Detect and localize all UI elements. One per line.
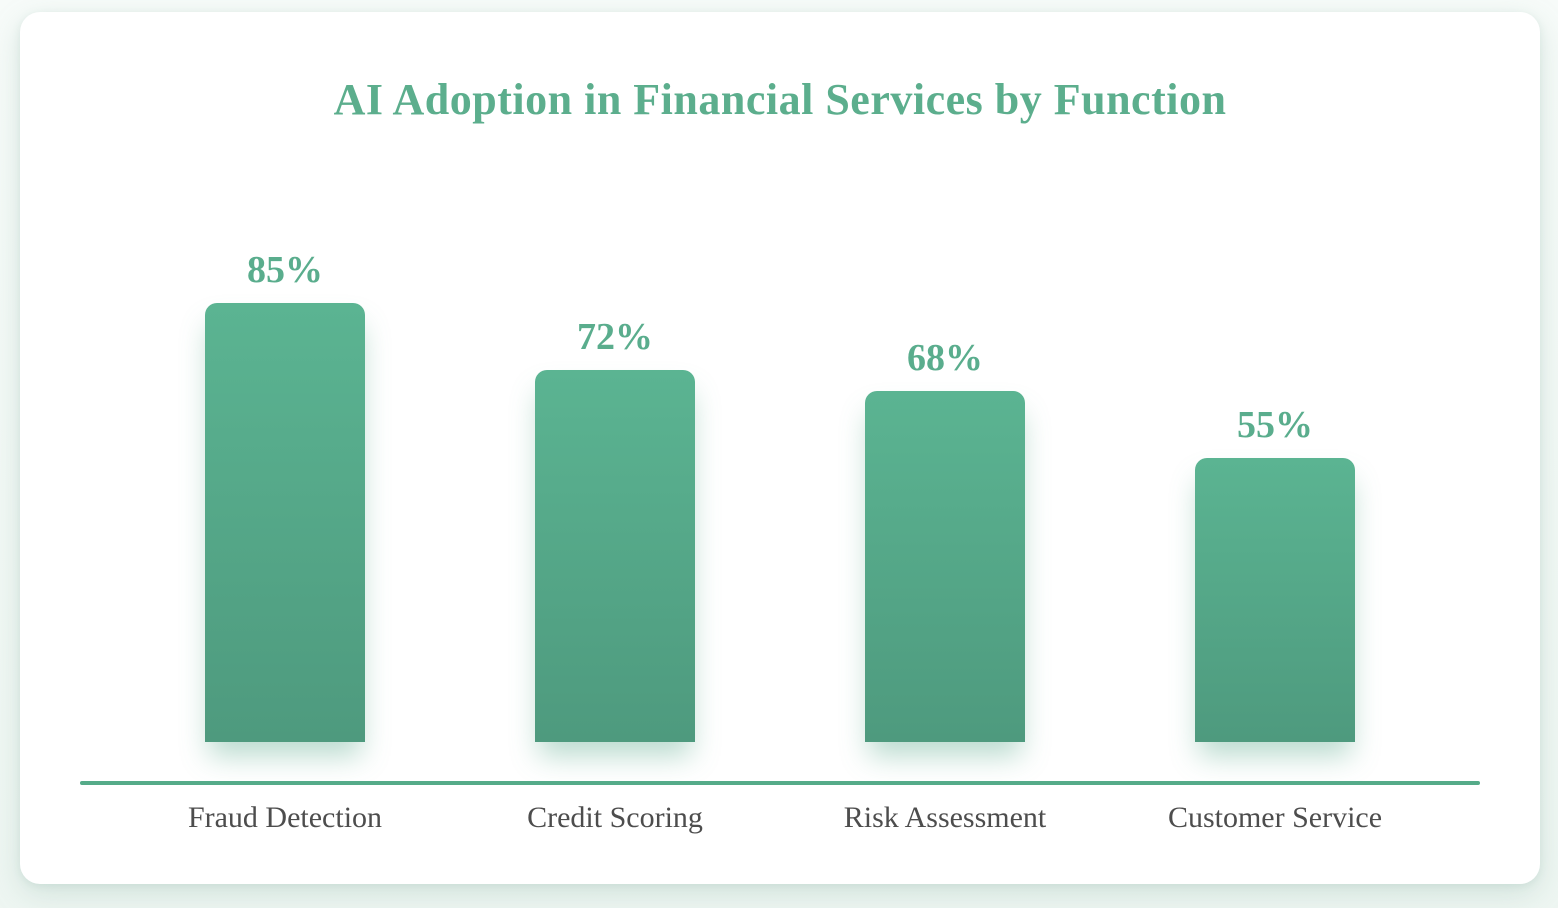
bar-value-label-risk-assessment: 68%	[907, 337, 983, 379]
bar-customer-service	[1195, 458, 1355, 742]
x-axis-labels-row: Fraud Detection Credit Scoring Risk Assess…	[120, 800, 1440, 836]
x-axis-line	[80, 781, 1480, 785]
bar-column-credit-scoring: 72%	[450, 222, 780, 742]
bar-value-label-customer-service: 55%	[1237, 404, 1313, 446]
bar-column-risk-assessment: 68%	[780, 222, 1110, 742]
chart-card: AI Adoption in Financial Services by Fun…	[20, 12, 1540, 884]
chart-title: AI Adoption in Financial Services by Fun…	[333, 75, 1227, 124]
x-axis-label-risk-assessment: Risk Assessment	[843, 801, 1047, 834]
bar-value-label-fraud-detection: 85%	[247, 249, 323, 291]
bar-value-label-credit-scoring: 72%	[577, 316, 653, 358]
x-axis-label-customer-service: Customer Service	[1167, 801, 1383, 834]
x-axis-label-fraud-detection: Fraud Detection	[187, 801, 383, 834]
bar-credit-scoring	[535, 370, 695, 742]
x-axis-label-credit-scoring: Credit Scoring	[527, 801, 703, 834]
bar-fraud-detection	[205, 303, 365, 742]
bar-column-fraud-detection: 85%	[120, 222, 450, 742]
bar-risk-assessment	[865, 391, 1025, 742]
bars-row: 85% 72% 68% 55%	[120, 222, 1440, 742]
bar-column-customer-service: 55%	[1110, 222, 1440, 742]
